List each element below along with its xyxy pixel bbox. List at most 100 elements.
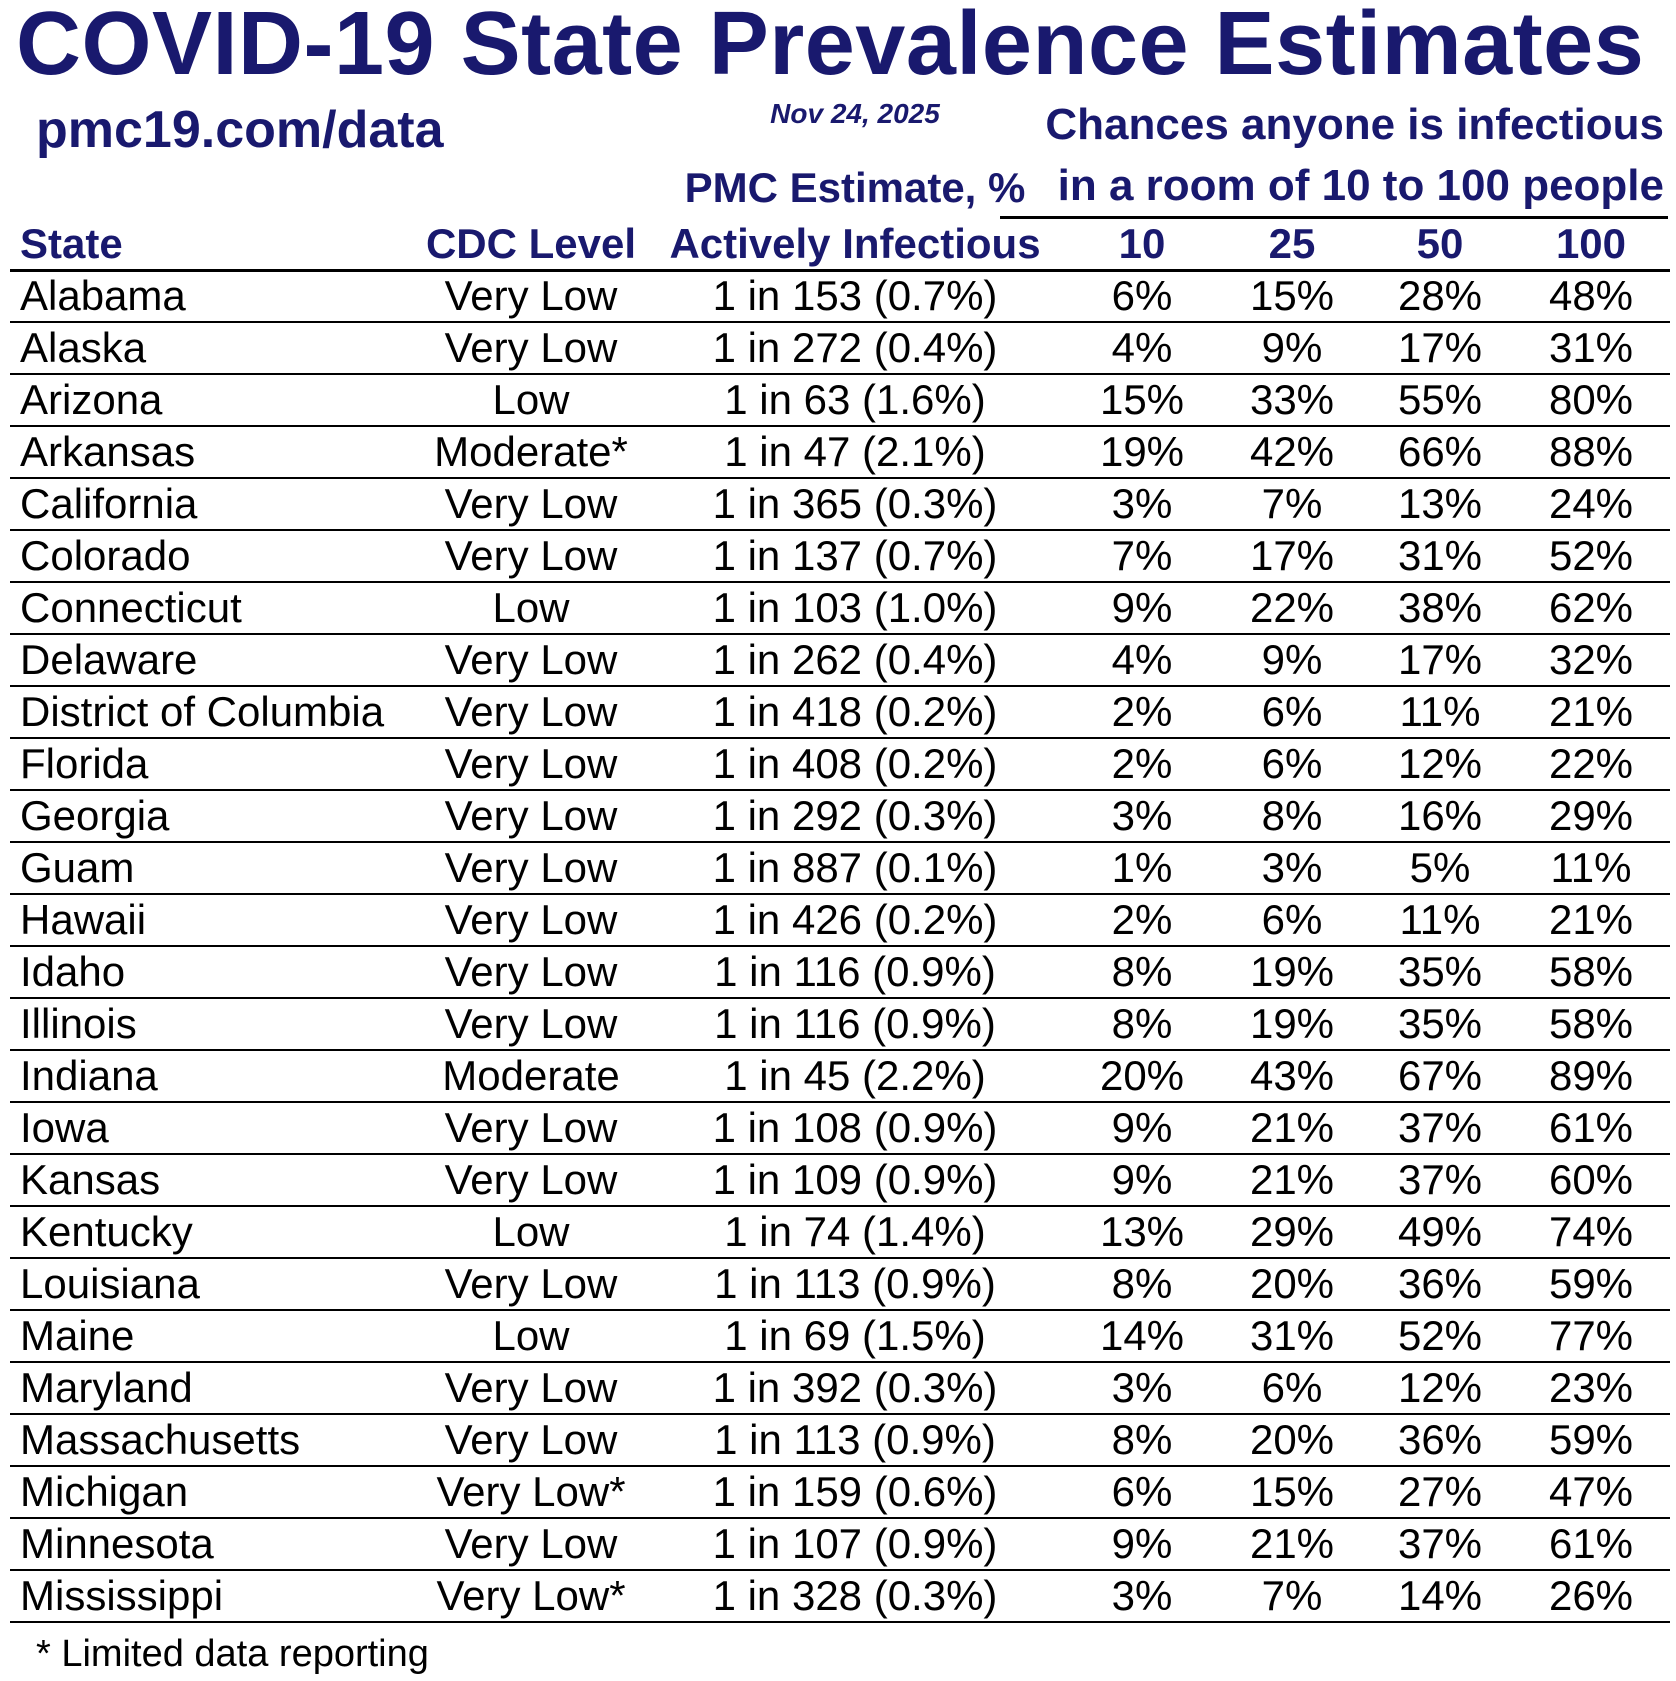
state-cell: Kentucky [10,1206,420,1259]
pmc-estimate-cell: 1 in 45 (2.2%) [642,1050,1068,1103]
pct-100-cell: 74% [1512,1206,1670,1259]
table-row: Florida Very Low 1 in 408 (0.2%) 2% 6% 12% 22% [10,738,1670,791]
table-row: Colorado Very Low 1 in 137 (0.7%) 7% 17% 31% 5… [10,530,1670,583]
pct-100-cell: 22% [1512,738,1670,791]
state-cell: Arkansas [10,426,420,479]
pct-10-cell: 9% [1068,1154,1216,1207]
cdc-level-cell: Very Low [420,946,642,999]
pct-100-cell: 59% [1512,1258,1670,1311]
pct-10-cell: 20% [1068,1050,1216,1103]
table-row: Maine Low 1 in 69 (1.5%) 14% 31% 52% 77% [10,1310,1670,1363]
pct-50-cell: 5% [1368,842,1512,895]
pct-25-cell: 21% [1216,1154,1368,1207]
pct-100-cell: 23% [1512,1362,1670,1415]
cdc-level-cell: Moderate* [420,426,642,479]
pct-50-cell: 52% [1368,1310,1512,1363]
pct-100-cell: 47% [1512,1466,1670,1519]
table-row: Massachusetts Very Low 1 in 113 (0.9%) 8% 20… [10,1414,1670,1467]
state-cell: Louisiana [10,1258,420,1311]
pct-100-cell: 29% [1512,790,1670,843]
table-header-row: State CDC Level Actively Infectious 10 2… [10,220,1670,272]
pct-50-cell: 36% [1368,1258,1512,1311]
pct-50-cell: 36% [1368,1414,1512,1467]
site-link[interactable]: pmc19.com/data [36,101,444,159]
pct-25-cell: 21% [1216,1518,1368,1571]
pct-50-cell: 31% [1368,530,1512,583]
pmc-estimate-cell: 1 in 418 (0.2%) [642,686,1068,739]
column-header-50: 50 [1368,220,1512,272]
pmc-estimate-cell: 1 in 292 (0.3%) [642,790,1068,843]
table-row: Indiana Moderate 1 in 45 (2.2%) 20% 43% 67% 89… [10,1050,1670,1103]
pmc-estimate-cell: 1 in 63 (1.6%) [642,374,1068,427]
pct-50-cell: 67% [1368,1050,1512,1103]
pct-100-cell: 88% [1512,426,1670,479]
state-cell: Minnesota [10,1518,420,1571]
pct-50-cell: 17% [1368,634,1512,687]
table-row: Arkansas Moderate* 1 in 47 (2.1%) 19% 42% 66%… [10,426,1670,479]
column-header-actively-infectious: Actively Infectious [642,220,1068,272]
table-row: Connecticut Low 1 in 103 (1.0%) 9% 22% 38% 62% [10,582,1670,635]
pmc-estimate-cell: 1 in 74 (1.4%) [642,1206,1068,1259]
pct-100-cell: 31% [1512,322,1670,375]
pct-50-cell: 28% [1368,270,1512,323]
prevalence-table: State CDC Level Actively Infectious 10 2… [10,220,1670,1623]
cdc-level-cell: Very Low [420,1154,642,1207]
pct-10-cell: 3% [1068,790,1216,843]
table-row: Illinois Very Low 1 in 116 (0.9%) 8% 19% 35% 5… [10,998,1670,1051]
pct-25-cell: 8% [1216,790,1368,843]
pct-25-cell: 7% [1216,478,1368,531]
pct-100-cell: 77% [1512,1310,1670,1363]
state-cell: Maine [10,1310,420,1363]
pct-25-cell: 6% [1216,686,1368,739]
pct-50-cell: 55% [1368,374,1512,427]
pct-50-cell: 12% [1368,738,1512,791]
footnote: * Limited data reporting [36,1633,429,1675]
state-cell: Florida [10,738,420,791]
pct-10-cell: 7% [1068,530,1216,583]
pct-10-cell: 15% [1068,374,1216,427]
state-cell: Alaska [10,322,420,375]
cdc-level-cell: Very Low [420,634,642,687]
cdc-level-cell: Very Low [420,1258,642,1311]
pct-50-cell: 35% [1368,998,1512,1051]
pct-25-cell: 9% [1216,634,1368,687]
state-cell: Idaho [10,946,420,999]
state-cell: Kansas [10,1154,420,1207]
pct-25-cell: 31% [1216,1310,1368,1363]
column-header-25: 25 [1216,220,1368,272]
state-cell: Georgia [10,790,420,843]
table-row: Kentucky Low 1 in 74 (1.4%) 13% 29% 49% 74% [10,1206,1670,1259]
pct-10-cell: 2% [1068,894,1216,947]
pmc-estimate-cell: 1 in 408 (0.2%) [642,738,1068,791]
pmc-estimate-cell: 1 in 426 (0.2%) [642,894,1068,947]
table-row: Iowa Very Low 1 in 108 (0.9%) 9% 21% 37% 61% [10,1102,1670,1155]
pct-25-cell: 29% [1216,1206,1368,1259]
pct-10-cell: 8% [1068,1414,1216,1467]
cdc-level-cell: Very Low [420,738,642,791]
table-row: Mississippi Very Low* 1 in 328 (0.3%) 3% 7% 1… [10,1570,1670,1623]
pct-100-cell: 62% [1512,582,1670,635]
table-row: District of Columbia Very Low 1 in 418 (0.… [10,686,1670,739]
cdc-level-cell: Very Low [420,998,642,1051]
table-row: Idaho Very Low 1 in 116 (0.9%) 8% 19% 35% 58% [10,946,1670,999]
pct-25-cell: 17% [1216,530,1368,583]
pct-50-cell: 37% [1368,1154,1512,1207]
pct-25-cell: 19% [1216,946,1368,999]
pct-100-cell: 80% [1512,374,1670,427]
cdc-level-cell: Very Low [420,790,642,843]
pct-100-cell: 61% [1512,1102,1670,1155]
pct-100-cell: 89% [1512,1050,1670,1103]
pmc-estimate-cell: 1 in 47 (2.1%) [642,426,1068,479]
state-cell: Hawaii [10,894,420,947]
pmc-estimate-cell: 1 in 887 (0.1%) [642,842,1068,895]
pct-100-cell: 48% [1512,270,1670,323]
cdc-level-cell: Very Low [420,478,642,531]
pct-50-cell: 16% [1368,790,1512,843]
state-cell: Mississippi [10,1570,420,1623]
table-row: Georgia Very Low 1 in 292 (0.3%) 3% 8% 16% 29% [10,790,1670,843]
pct-25-cell: 9% [1216,322,1368,375]
state-cell: Illinois [10,998,420,1051]
pct-100-cell: 24% [1512,478,1670,531]
date-label: Nov 24, 2025 [770,98,940,129]
pmc-estimate-cell: 1 in 113 (0.9%) [642,1258,1068,1311]
